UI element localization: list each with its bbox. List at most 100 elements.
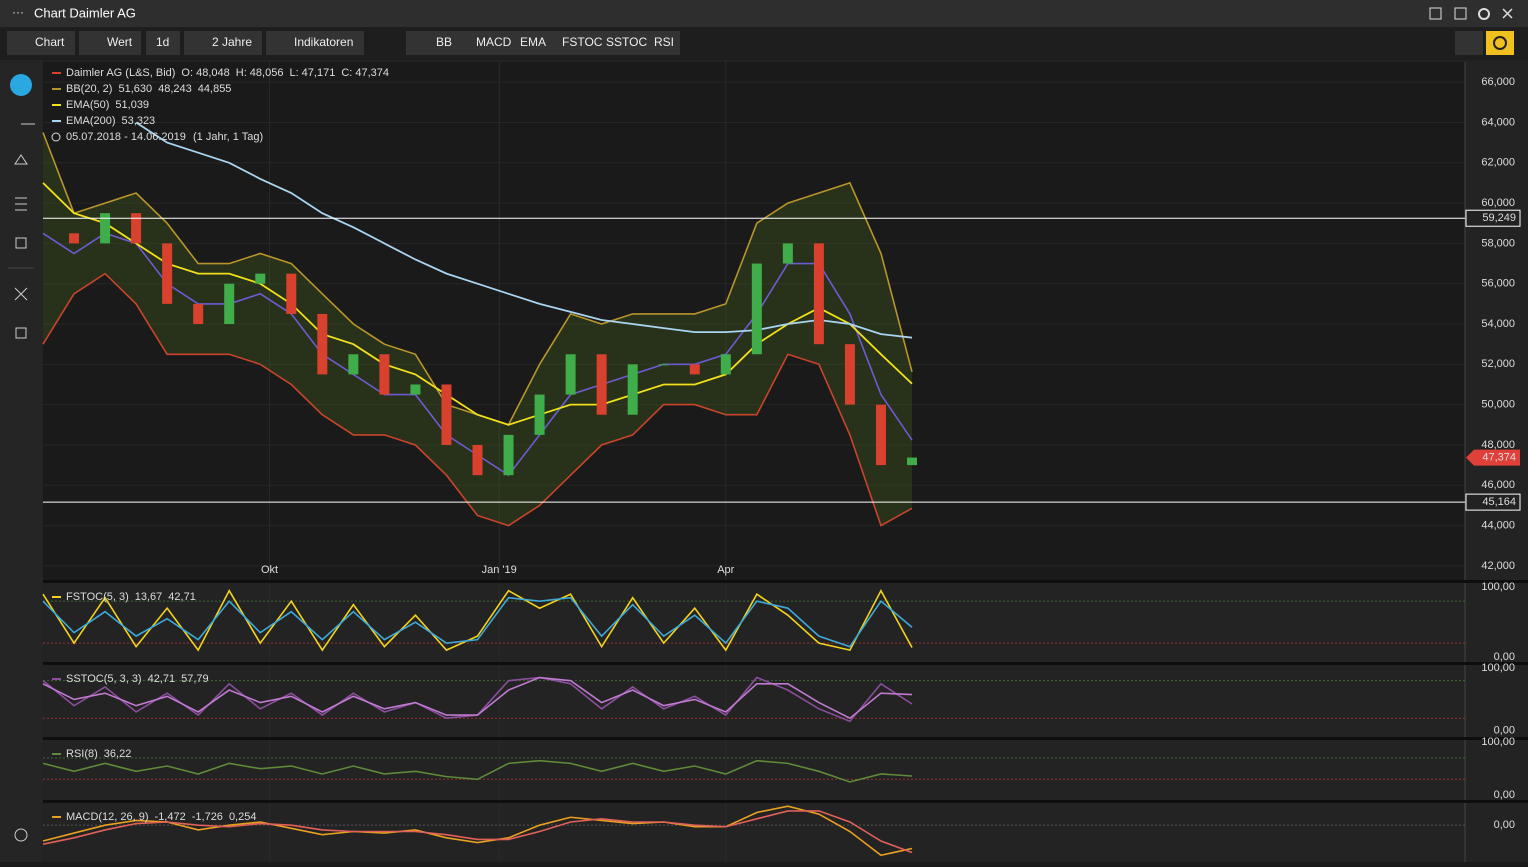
legend-text: 57,79	[181, 673, 209, 685]
toolbar-button[interactable]	[266, 31, 364, 55]
legend-text: EMA(200)	[66, 115, 116, 127]
indicator-button[interactable]: RSI	[654, 35, 674, 49]
y-tick-label: 42,000	[1481, 560, 1515, 572]
candle	[348, 354, 359, 375]
sidebar-tools[interactable]	[14, 123, 35, 165]
indicator-line	[42, 810, 913, 854]
legend-text: BB(20, 2)	[66, 83, 112, 95]
x-tick-label: Apr	[717, 564, 734, 576]
y-tick-label: 54,000	[1481, 318, 1515, 330]
last-price-label: 47,374	[1482, 451, 1516, 463]
legend-text: MACD(12, 26, 9)	[66, 811, 149, 823]
y-tick-label: 52,000	[1481, 358, 1515, 370]
legend-text: C: 47,374	[341, 67, 389, 79]
maximize[interactable]	[1429, 7, 1442, 20]
price-tag	[1465, 209, 1521, 227]
legend-text: 48,243	[158, 83, 192, 95]
toolbar-button[interactable]	[184, 31, 262, 55]
candle	[751, 263, 762, 355]
candle	[907, 457, 917, 466]
candle	[441, 384, 452, 445]
toolbar-button[interactable]	[79, 31, 141, 55]
legend-text: -1,726	[192, 811, 223, 823]
settings-icon	[1493, 36, 1507, 50]
panel-tick-label: 100,00	[1481, 736, 1515, 748]
candle	[658, 364, 669, 366]
legend-text: O: 48,048	[181, 67, 229, 79]
indicator-button[interactable]: EMA	[520, 35, 546, 49]
price-tag	[1465, 493, 1521, 511]
indicator-line	[42, 588, 913, 652]
title-bar	[0, 0, 1528, 27]
sidebar-cursor[interactable]	[10, 74, 32, 96]
y-tick-label: 66,000	[1481, 76, 1515, 88]
legend-text: -1,472	[155, 811, 186, 823]
indicator-button[interactable]: BB	[436, 35, 452, 49]
menu-dots[interactable]: ···	[12, 5, 24, 19]
window-title: Chart Daimler AG	[34, 5, 136, 20]
candle	[534, 394, 545, 435]
x-tick-label: Jan '19	[482, 564, 517, 576]
y-tick-label: 56,000	[1481, 278, 1515, 290]
legend-text: 51,630	[118, 83, 152, 95]
indicator-line	[42, 596, 913, 648]
candle	[255, 273, 266, 284]
legend-text: SSTOC(5, 3, 3)	[66, 673, 142, 685]
candle	[565, 354, 576, 395]
panel-divider	[43, 580, 1528, 583]
panel-divider	[43, 800, 1528, 803]
bb-lower	[42, 272, 913, 527]
candle	[596, 354, 607, 415]
legend-text: 42,71	[148, 673, 176, 685]
y-tick-label: 44,000	[1481, 519, 1515, 531]
theme-toggle[interactable]	[14, 828, 28, 842]
legend-text: 51,039	[115, 99, 149, 111]
indicator-button[interactable]: MACD	[476, 35, 512, 49]
toolbar-button[interactable]	[7, 31, 75, 55]
candle	[193, 303, 204, 325]
panel-tick-label: 0,00	[1494, 819, 1515, 831]
panel-divider	[43, 662, 1528, 665]
close[interactable]	[1502, 8, 1513, 19]
last-price-tag	[1466, 449, 1520, 466]
clock-icon	[51, 132, 61, 142]
y-tick-label: 58,000	[1481, 237, 1515, 249]
indicator-line	[42, 759, 913, 783]
panel-divider	[43, 737, 1528, 740]
y-tick-label: 50,000	[1481, 399, 1515, 411]
candle	[224, 283, 235, 325]
candle	[69, 233, 80, 244]
date-range-note: (1 Jahr, 1 Tag)	[193, 131, 263, 143]
indicator-bar	[406, 31, 680, 55]
y-tick-label: 64,000	[1481, 116, 1515, 128]
indicator-line	[42, 805, 913, 857]
candle	[875, 404, 886, 466]
panel-tick-label: 0,00	[1494, 789, 1515, 801]
legend-text: 13,67	[135, 591, 163, 603]
y-tick-label: 48,000	[1481, 439, 1515, 451]
legend-text: H: 48,056	[236, 67, 284, 79]
record[interactable]	[1478, 8, 1490, 20]
candle	[689, 364, 700, 375]
legend-text: RSI(8)	[66, 748, 98, 760]
sparkle-button[interactable]	[1455, 31, 1483, 55]
popout[interactable]	[1454, 7, 1467, 20]
panel-tick-label: 100,00	[1481, 581, 1515, 593]
legend-text: EMA(50)	[66, 99, 109, 111]
toolbar-button[interactable]	[146, 31, 180, 55]
indicator-button[interactable]: FSTOC	[562, 35, 603, 49]
y-tick-label: 60,000	[1481, 197, 1515, 209]
toolbar-label: Chart	[35, 35, 65, 49]
candle	[379, 354, 390, 395]
legend-text: 53,323	[122, 115, 156, 127]
indicator-button[interactable]: SSTOC	[606, 35, 647, 49]
date-range: 05.07.2018 - 14.06.2019	[66, 131, 186, 143]
settings-button[interactable]	[1486, 31, 1514, 55]
candle	[100, 213, 111, 244]
candle	[286, 273, 297, 314]
candle	[410, 384, 421, 395]
indicator-line	[42, 676, 913, 720]
sidebar-icons[interactable]	[14, 197, 28, 339]
panel-tick-label: 100,00	[1481, 662, 1515, 674]
